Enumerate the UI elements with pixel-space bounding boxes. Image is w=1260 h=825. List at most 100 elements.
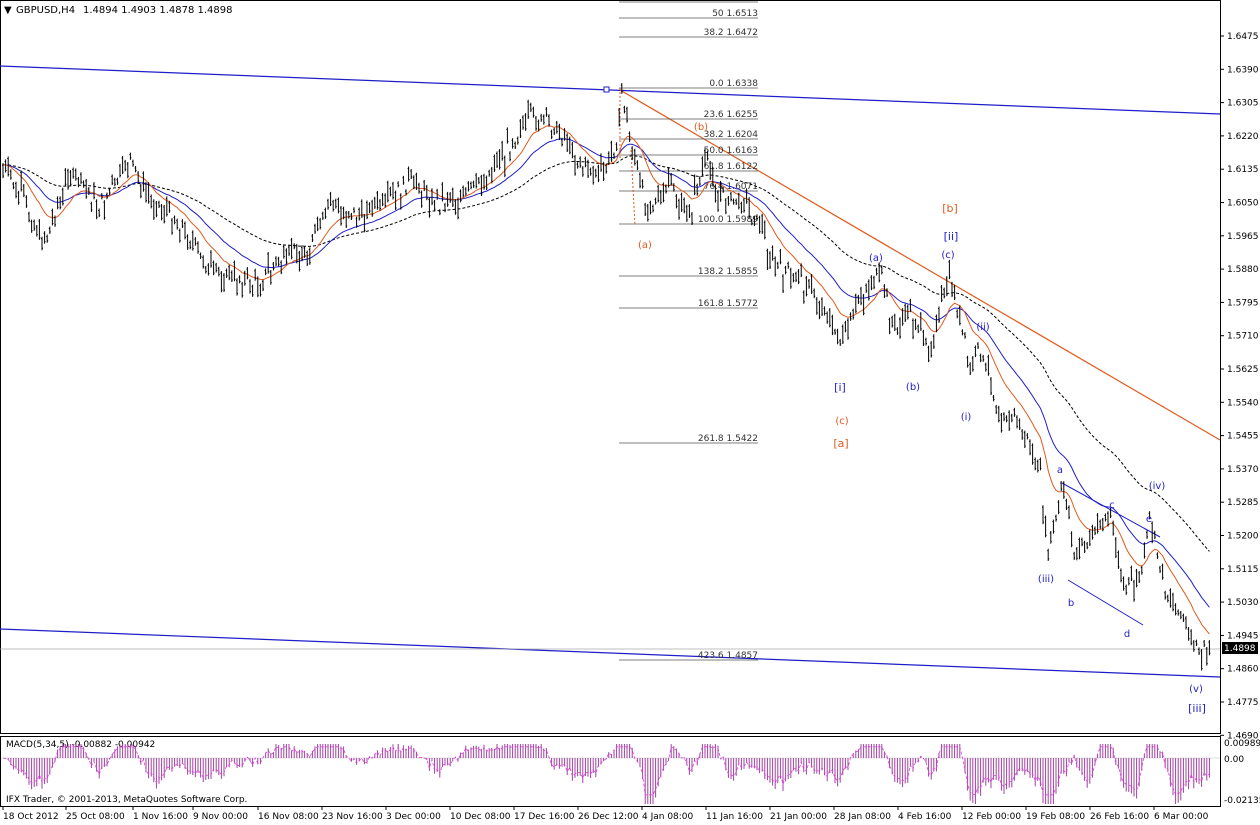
price-tick-label: 1.5795 (1227, 298, 1259, 308)
time-tick-label: 4 Jan 08:00 (642, 812, 694, 822)
time-tick-label: 1 Nov 16:00 (133, 812, 188, 822)
price-tick-label: 1.6135 (1227, 165, 1259, 175)
fib-dashed-connector (630, 149, 636, 227)
wave-label: (v) (1189, 684, 1203, 695)
wave-label: d (1124, 629, 1130, 640)
wave-label: [b] (942, 202, 958, 215)
time-tick-label: 4 Feb 16:00 (898, 812, 952, 822)
upper-channel-line[interactable] (0, 65, 1221, 115)
time-tick-label: 3 Dec 00:00 (386, 812, 441, 822)
triangle-lower-line[interactable] (1067, 579, 1144, 626)
time-tick-label: 17 Dec 16:00 (514, 812, 575, 822)
elliott-wave-labels: (a) (b) [b] [ii] (c) (a) (ii) [i] (b) (i) (c) [a] a (… (638, 122, 1206, 715)
wave-label: [ii] (944, 230, 959, 243)
time-tick-label: 18 Oct 2012 (3, 812, 59, 822)
time-tick-label: 12 Feb 00:00 (962, 812, 1021, 822)
wave-label: (b) (694, 122, 708, 133)
fib-level-label: 50.0 1.6163 (704, 146, 758, 156)
wave-label: (a) (869, 253, 883, 264)
price-tick-label: 1.5030 (1227, 598, 1259, 608)
price-tick-label: 1.6220 (1227, 132, 1259, 142)
price-tick-label: 1.5115 (1227, 565, 1259, 575)
price-tick-label: 1.5370 (1227, 465, 1259, 475)
time-tick-label: 9 Nov 00:00 (193, 812, 248, 822)
time-tick-label: 25 Oct 08:00 (66, 812, 125, 822)
wave-label: (c) (941, 250, 954, 261)
moving-average-blue (3, 138, 1210, 608)
price-tick-label: 1.4860 (1227, 665, 1259, 675)
wave-label: c (1109, 500, 1115, 511)
time-tick-label: 6 Mar 00:00 (1154, 812, 1209, 822)
time-tick-label: 16 Nov 08:00 (258, 812, 319, 822)
ohlc-values: 1.4894 1.4903 1.4878 1.4898 (83, 5, 233, 16)
price-tick-label: 1.4690 (1227, 731, 1259, 741)
fib-level-label: 423.6 1.4857 (698, 651, 758, 661)
wave-label: a (1057, 465, 1063, 476)
wave-label: b (1068, 598, 1074, 609)
fib-level-label: 100.0 1.5989 (698, 215, 758, 225)
time-tick-label: 28 Jan 08:00 (834, 812, 891, 822)
wave-label: [iii] (1188, 702, 1206, 715)
lower-channel-line[interactable] (0, 628, 1221, 678)
wave-label: [a] (833, 437, 848, 450)
current-price-tag (1222, 642, 1258, 654)
macd-scale-top: 0.00989 (1224, 739, 1260, 749)
orange-trend-line[interactable] (619, 89, 1221, 441)
price-tick-label: 1.5455 (1227, 432, 1259, 442)
macd-signal-line (2, 745, 1210, 796)
current-price-label: 1.4898 (1224, 644, 1256, 654)
fib-level-label: 161.8 1.5772 (698, 299, 758, 309)
price-tick-label: 1.4775 (1227, 698, 1259, 708)
price-tick-label: 1.6050 (1227, 199, 1259, 209)
price-tick-label: 1.4945 (1227, 631, 1259, 641)
price-tick-label: 1.5540 (1227, 398, 1259, 408)
symbol-timeframe: GBPUSD,H4 (16, 5, 75, 16)
wave-label: (a) (638, 240, 652, 251)
time-tick-label: 19 Feb 08:00 (1026, 812, 1085, 822)
fib-level-label: 0.0 1.6338 (709, 79, 758, 89)
price-tick-label: 1.6305 (1227, 99, 1259, 109)
price-axis: 1.6475 1.6390 1.6305 1.6220 1.6135 1.6050 1.59… (1220, 32, 1259, 741)
fib-level-label: 38.2 1.6204 (704, 130, 759, 140)
trendline-anchor-handle[interactable] (603, 86, 610, 93)
price-tick-label: 1.5285 (1227, 498, 1259, 508)
time-tick-label: 10 Dec 08:00 (450, 812, 511, 822)
price-tick-label: 1.6475 (1227, 32, 1259, 42)
fib-level-label: 50 1.6513 (712, 9, 758, 19)
fib-level-label: 61.8 1.6554 (704, 0, 759, 3)
wave-label: (i) (961, 412, 972, 423)
time-tick-label: 21 Jan 00:00 (770, 812, 827, 822)
wave-label: (b) (906, 382, 920, 393)
time-tick-label: 26 Feb 16:00 (1090, 812, 1149, 822)
price-tick-label: 1.5880 (1227, 265, 1259, 275)
wave-label: (c) (835, 416, 848, 427)
wave-label: (ii) (976, 322, 989, 333)
moving-average-dotted (3, 155, 1210, 552)
copyright-text: IFX Trader, © 2001-2013, MetaQuotes Soft… (6, 795, 247, 805)
wave-label: (iv) (1149, 481, 1166, 492)
price-tick-label: 1.5625 (1227, 365, 1259, 375)
time-tick-label: 26 Dec 12:00 (578, 812, 639, 822)
price-tick-label: 1.5200 (1227, 532, 1259, 542)
fib-level-label: 23.6 1.6255 (704, 110, 758, 120)
fib-level-label: 261.8 1.5422 (698, 434, 758, 444)
time-tick-label: 23 Nov 16:00 (322, 812, 383, 822)
fib-level-label: 38.2 1.6472 (704, 28, 758, 38)
fib-level-label: 61.8 1.6122 (704, 162, 758, 172)
time-axis: 18 Oct 2012 25 Oct 08:00 1 Nov 16:00 9 Nov … (2, 806, 1209, 822)
price-tick-label: 1.5965 (1227, 232, 1259, 242)
fib-level-label: 138.2 1.5855 (698, 267, 758, 277)
wave-label: [i] (834, 381, 846, 394)
macd-histogram (5, 744, 1210, 804)
price-bars (2, 83, 1211, 671)
time-tick-label: 11 Jan 16:00 (706, 812, 763, 822)
price-tick-label: 1.5710 (1227, 332, 1259, 342)
macd-scale-zero: 0.00 (1224, 755, 1244, 765)
fibonacci-levels[interactable]: 61.8 1.6554 50 1.6513 38.2 1.6472 0.0 1.633… (619, 0, 758, 661)
menu-arrow-icon[interactable]: ▼ (4, 5, 12, 16)
macd-scale-bottom: -0.02135 (1224, 796, 1260, 806)
wave-label: (iii) (1038, 574, 1054, 585)
main-chart-frame (0, 0, 1221, 734)
wave-label: e (1146, 514, 1152, 525)
